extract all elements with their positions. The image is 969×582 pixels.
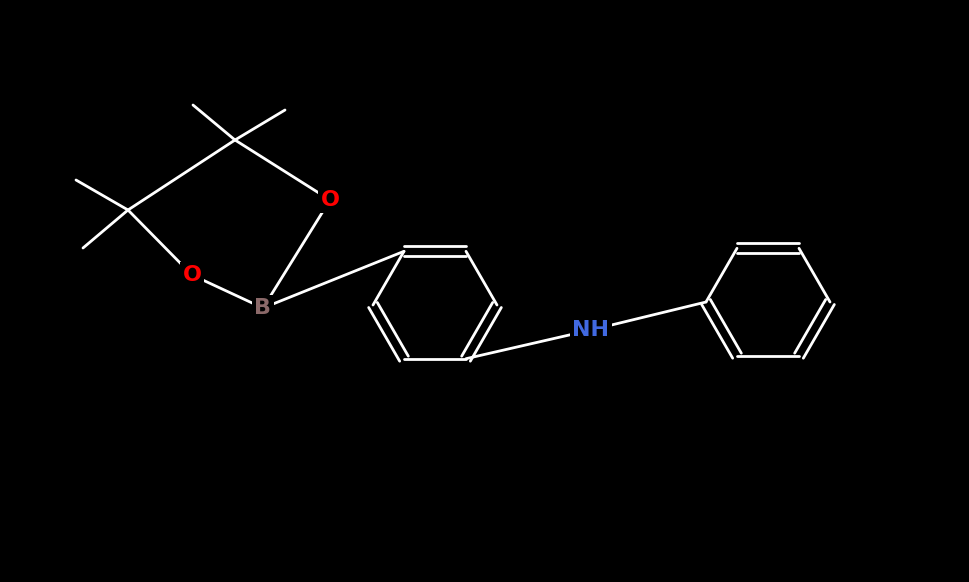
Text: O: O (320, 190, 339, 210)
Text: B: B (254, 298, 271, 318)
Text: NH: NH (572, 320, 609, 340)
Text: O: O (182, 265, 202, 285)
